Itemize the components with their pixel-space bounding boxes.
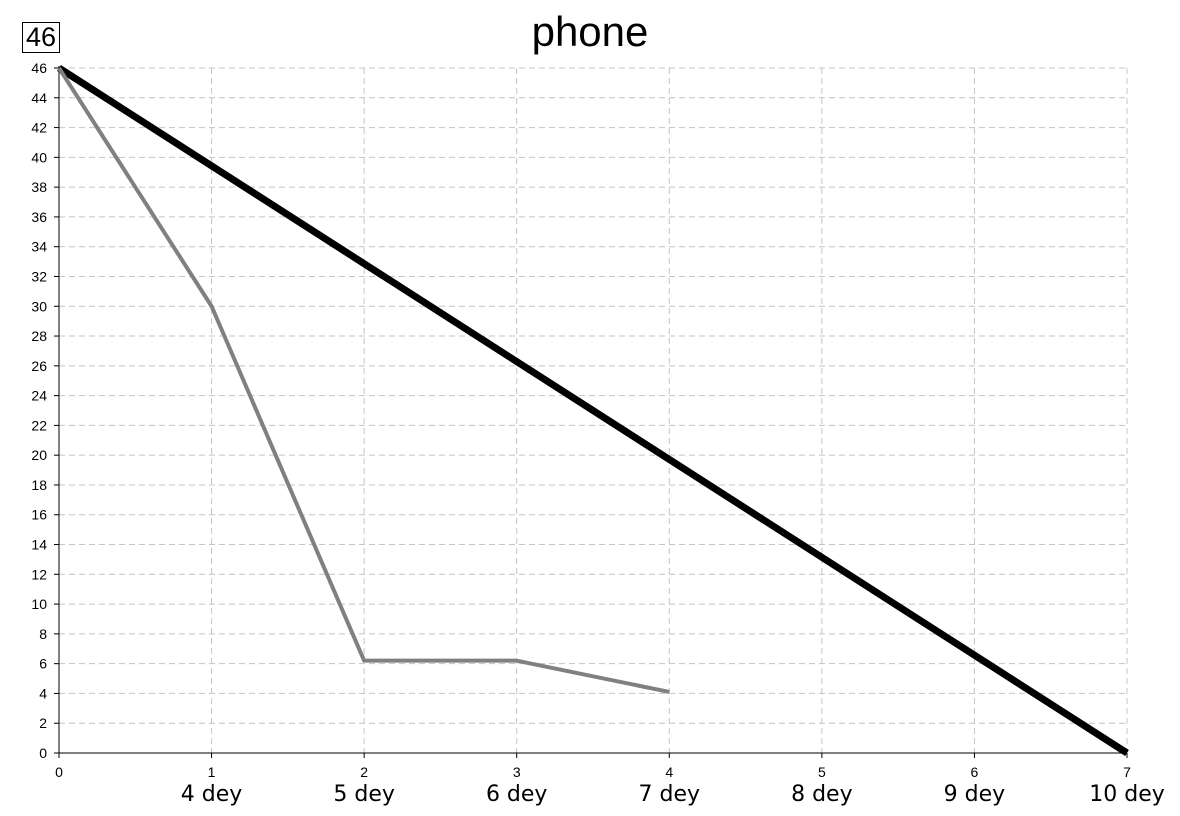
y-tick-label: 18 bbox=[31, 477, 47, 493]
series-line-2 bbox=[57, 66, 670, 694]
day-label: 6 dey bbox=[485, 782, 548, 807]
y-tick-label: 22 bbox=[31, 417, 47, 433]
y-tick-label: 46 bbox=[31, 60, 47, 76]
y-tick-label: 40 bbox=[31, 149, 47, 165]
y-tick-label: 44 bbox=[31, 90, 47, 106]
y-tick-label: 14 bbox=[31, 537, 47, 553]
series-line-1 bbox=[57, 65, 1129, 756]
day-label: 10 dey bbox=[1089, 782, 1165, 807]
y-tick-label: 6 bbox=[39, 656, 47, 672]
x-tick-label: 1 bbox=[208, 764, 216, 780]
x-tick-label: 2 bbox=[360, 764, 368, 780]
y-tick-label: 0 bbox=[39, 745, 47, 761]
y-tick-label: 12 bbox=[31, 566, 47, 582]
y-tick-label: 32 bbox=[31, 268, 47, 284]
y-tick-label: 4 bbox=[39, 685, 47, 701]
x-tick-label: 5 bbox=[818, 764, 826, 780]
x-tick-label: 7 bbox=[1123, 764, 1131, 780]
chart-title: phone bbox=[531, 8, 649, 55]
y-tick-label: 38 bbox=[31, 179, 47, 195]
y-tick-label: 10 bbox=[31, 596, 47, 612]
day-label: 5 dey bbox=[333, 782, 395, 807]
y-tick-label: 30 bbox=[31, 298, 47, 314]
y-tick-label: 28 bbox=[31, 328, 47, 344]
y-tick-label: 20 bbox=[31, 447, 47, 463]
y-tick-label: 34 bbox=[31, 239, 47, 255]
x-tick-label: 0 bbox=[55, 764, 63, 780]
y-tick-label: 24 bbox=[31, 388, 47, 404]
day-label: 8 dey bbox=[791, 782, 853, 807]
y-tick-label: 36 bbox=[31, 209, 47, 225]
y-tick-label: 2 bbox=[39, 715, 47, 731]
axes bbox=[54, 66, 1128, 758]
x-tick-label: 6 bbox=[971, 764, 979, 780]
day-label: 7 dey bbox=[638, 782, 701, 807]
y-tick-label: 42 bbox=[31, 120, 47, 136]
value-badge: 46 bbox=[22, 22, 61, 53]
grid-lines bbox=[59, 67, 1128, 753]
y-tick-label: 8 bbox=[39, 626, 47, 642]
day-label: 4 dey bbox=[180, 782, 243, 807]
x-tick-label: 3 bbox=[513, 764, 521, 780]
tick-labels: 0246810121416182022242628303234363840424… bbox=[31, 60, 1131, 780]
day-label: 9 dey bbox=[943, 782, 1006, 807]
series-lines bbox=[57, 65, 1129, 756]
x-tick-label: 4 bbox=[665, 764, 673, 780]
y-tick-label: 16 bbox=[31, 507, 47, 523]
y-tick-label: 26 bbox=[31, 358, 47, 374]
